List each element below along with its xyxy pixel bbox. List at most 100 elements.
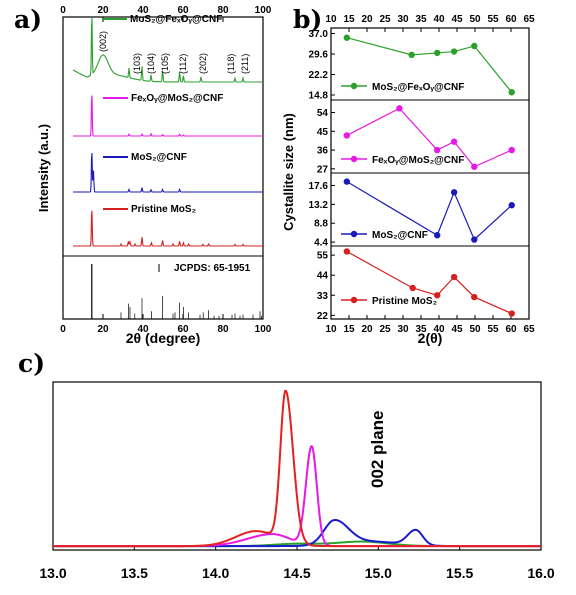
b-xtick-label: 40 xyxy=(433,324,445,335)
a-series-line-0 xyxy=(72,17,263,83)
a-peak-annotation: (202) xyxy=(198,53,208,74)
b-ytick-label: 37.0 xyxy=(309,29,329,40)
b-data-point-0 xyxy=(450,48,458,55)
b-data-point-1 xyxy=(343,132,351,139)
c-xtick-label: 15.5 xyxy=(446,565,473,581)
c-xtick-label: 13.0 xyxy=(39,565,66,581)
b-ytick-label: 45 xyxy=(317,127,329,138)
b-top-xtick-label: 40 xyxy=(433,14,445,25)
panel-c-label: c) xyxy=(18,349,45,378)
a-peak-annotation: (105) xyxy=(160,53,170,74)
b-data-point-1 xyxy=(396,105,403,112)
b-xtick-label: 10 xyxy=(325,324,337,335)
a-legend-label-2: MoS₂@CNF xyxy=(131,152,187,163)
b-xtick-label: 15 xyxy=(343,324,355,335)
b-data-point-2 xyxy=(450,189,458,196)
b-top-xtick-label: 60 xyxy=(505,14,517,25)
b-ytick-label: 33 xyxy=(317,291,329,302)
b-data-point-3 xyxy=(434,292,441,299)
b-xtick-label: 20 xyxy=(361,324,373,335)
a-legend-label-0: MoS₂@FeₓOᵧ@CNF xyxy=(130,14,222,25)
b-data-point-3 xyxy=(471,293,478,301)
b-legend-marker-2 xyxy=(350,230,358,238)
a-xtick-label: 0 xyxy=(60,324,66,335)
b-legend-label-2: MoS₂@CNF xyxy=(372,230,428,241)
c-xtick-label: 14.0 xyxy=(202,565,229,581)
b-series-line-3 xyxy=(346,250,512,315)
b-data-point-2 xyxy=(471,236,478,243)
b-ytick-label: 54 xyxy=(317,108,329,119)
panel-c-002-plane: 13.0 13.5 14.0 14.5 15.0 15.5 16.0 002 plane xyxy=(39,381,555,581)
b-top-xtick-label: 20 xyxy=(361,14,373,25)
a-top-xtick-label: 40 xyxy=(137,5,149,16)
b-ytick-label: 22 xyxy=(317,311,329,322)
b-data-point-1 xyxy=(471,163,478,170)
b-legend-marker-3 xyxy=(350,296,358,304)
b-data-point-3 xyxy=(343,248,351,255)
b-xtick-label: 45 xyxy=(451,324,463,335)
b-legend-label-1: FeₓOᵧ@MoS₂@CNF xyxy=(372,155,464,166)
b-data-point-0 xyxy=(434,49,441,57)
b-ytick-label: 27 xyxy=(317,164,329,175)
c-series-line-2 xyxy=(53,519,541,548)
c-series-line-0 xyxy=(53,389,541,548)
panel-a-label: a) xyxy=(14,5,42,34)
b-ytick-label: 13.2 xyxy=(309,200,329,211)
b-xtick-label: 30 xyxy=(397,324,409,335)
b-data-point-2 xyxy=(508,202,515,209)
b-top-xtick-label: 45 xyxy=(451,14,463,25)
b-legend-label-3: Pristine MoS₂ xyxy=(372,296,437,307)
b-ytick-label: 44 xyxy=(317,271,329,282)
a-peak-annotation: (211) xyxy=(240,54,250,74)
b-data-point-3 xyxy=(409,284,416,292)
b-legend-marker-0 xyxy=(350,82,358,90)
a-xtick-label: 20 xyxy=(97,324,109,335)
a-top-xtick-label: 60 xyxy=(177,5,189,16)
c-xtick-label: 13.5 xyxy=(121,565,148,581)
a-xtick-label: 60 xyxy=(177,324,189,335)
b-data-point-2 xyxy=(434,232,441,239)
b-data-point-3 xyxy=(450,273,458,281)
b-ytick-label: 36 xyxy=(317,146,329,157)
b-top-xtick-label: 15 xyxy=(343,14,355,25)
a-top-xtick-label: 0 xyxy=(60,5,66,16)
b-ytick-label: 14.8 xyxy=(309,91,329,102)
b-top-xtick-label: 65 xyxy=(523,14,535,25)
b-xtick-label: 25 xyxy=(379,324,391,335)
b-top-xtick-label: 35 xyxy=(415,14,427,25)
b-top-xtick-label: 25 xyxy=(379,14,391,25)
panel-a-xlabel: 2θ (degree) xyxy=(126,330,200,346)
a-xtick-label: 80 xyxy=(217,324,229,335)
b-data-point-0 xyxy=(508,89,515,96)
a-peak-annotation: (103) xyxy=(132,53,142,74)
c-xtick-label: 16.0 xyxy=(527,565,554,581)
panel-b-label: b) xyxy=(293,5,322,34)
a-top-xtick-label: 20 xyxy=(97,5,109,16)
b-ytick-label: 29.6 xyxy=(309,50,329,61)
a-series-line-3 xyxy=(73,210,263,247)
b-data-point-0 xyxy=(343,34,351,41)
b-top-xtick-label: 30 xyxy=(397,14,409,25)
a-peak-annotation: (118) xyxy=(226,54,236,74)
a-series-line-1 xyxy=(73,95,263,137)
b-data-point-1 xyxy=(508,146,515,154)
b-top-xtick-label: 50 xyxy=(469,14,481,25)
b-legend-label-0: MoS₂@FeₓOᵧ@CNF xyxy=(372,82,464,93)
b-ytick-label: 55 xyxy=(317,251,329,262)
a-top-xtick-label: 100 xyxy=(255,5,272,16)
panel-a-xrd-patterns: 0 20 40 60 80 100 0 20 40 60 80 100 (002) (103) (104)… xyxy=(36,5,272,346)
b-ytick-label: 8.8 xyxy=(314,219,328,230)
b-xtick-label: 50 xyxy=(469,324,481,335)
a-legend-label-1: FeₓOᵧ@MoS₂@CNF xyxy=(131,93,223,104)
b-series-line-0 xyxy=(346,37,513,93)
b-series-line-1 xyxy=(346,107,512,168)
b-xtick-label: 65 xyxy=(523,324,535,335)
a-peak-annotation: (112) xyxy=(178,54,188,74)
b-xtick-label: 35 xyxy=(415,324,427,335)
plane-annotation: 002 plane xyxy=(368,411,387,489)
b-top-xtick-label: 10 xyxy=(325,14,337,25)
b-ytick-label: 17.6 xyxy=(309,181,329,192)
c-xtick-label: 15.0 xyxy=(365,565,392,581)
panel-c-frame xyxy=(52,381,542,551)
